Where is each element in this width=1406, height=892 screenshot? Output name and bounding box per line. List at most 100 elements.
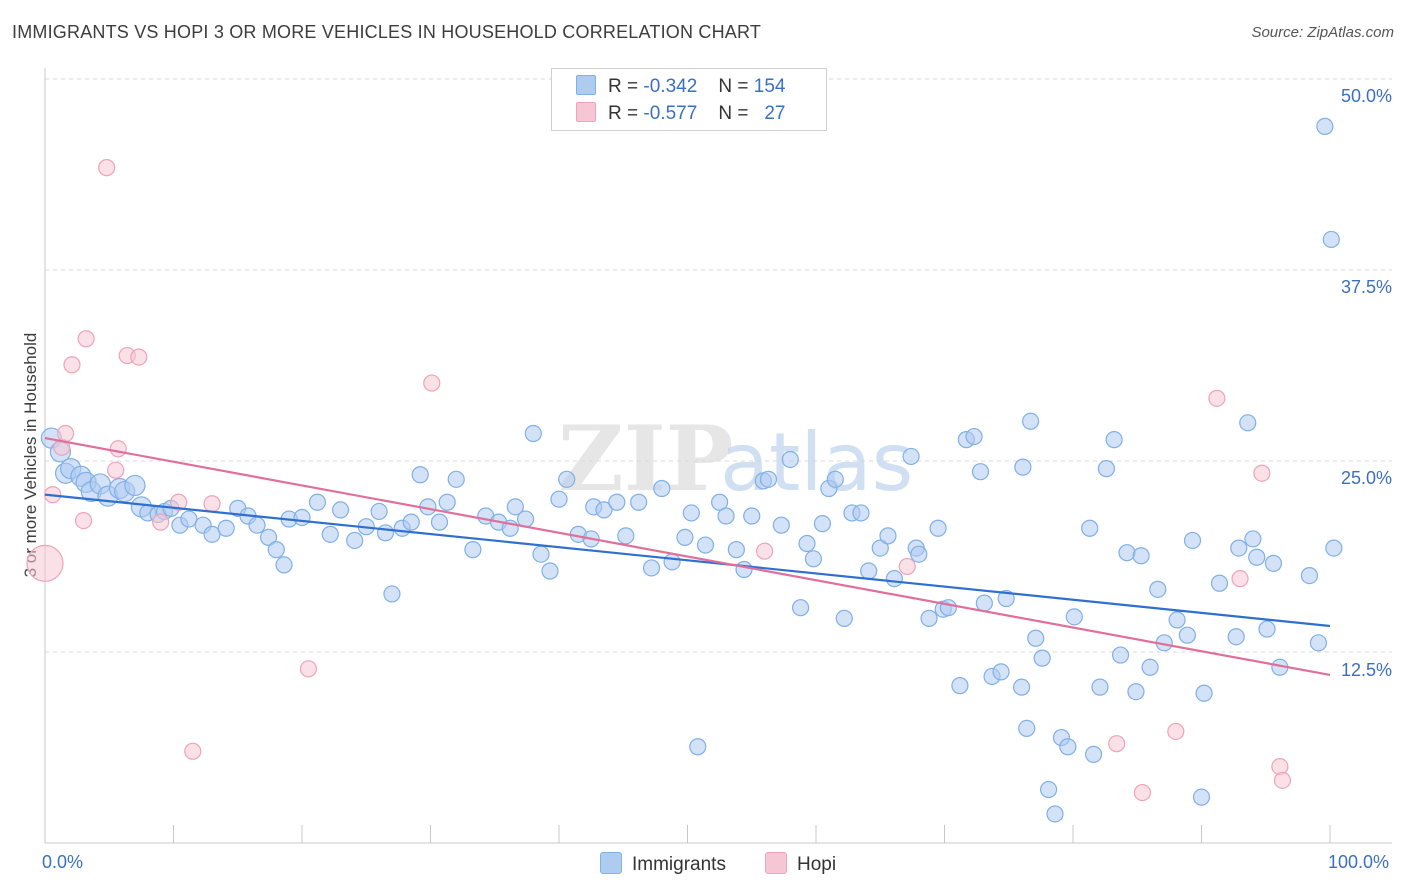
immigrants-point [860,562,878,580]
y-tick-label-12-5: 12.5% [1340,660,1392,680]
r-value-immigrants: -0.342 [643,76,698,97]
immigrants-point [1264,554,1283,572]
immigrants-point [852,504,870,522]
hopi-point [152,513,170,531]
n-value-hopi: 27 [764,103,786,124]
immigrants-point [813,515,832,533]
immigrants-point [308,493,327,511]
immigrants-point [676,528,694,547]
hopi-point [1133,783,1151,802]
hopi-point [423,374,441,392]
immigrants-point [920,609,938,627]
immigrants-point [1012,678,1031,696]
x-tick-label-0: 0.0% [42,852,84,872]
immigrants-point [430,513,449,531]
hopi-point [26,544,64,582]
hopi-point [109,440,127,458]
hopi-point [170,493,188,511]
immigrants-point [259,528,278,547]
immigrants-point [370,502,388,521]
immigrants-point [1316,117,1334,135]
chart-title: IMMIGRANTS VS HOPI 3 OR MORE VEHICLES IN… [12,22,762,42]
immigrants-point [1192,788,1211,806]
immigrants-point [1141,658,1159,676]
immigrants-point [1325,539,1343,557]
n-label: N = [718,103,749,124]
legend-row-hopi: R = -0.577 N = 27 [576,102,785,126]
immigrants-point [1322,230,1340,249]
legend-label-immigrants: Immigrants [632,854,726,875]
immigrants-legend-swatch [600,852,622,874]
y-tick-label-37-5: 37.5% [1340,277,1392,297]
hopi-point [1167,722,1185,741]
immigrants-point [1178,626,1196,644]
hopi-trend-line [44,436,1331,677]
immigrants-point [871,539,889,557]
immigrants-point [1097,460,1116,478]
immigrants-point [711,493,729,511]
r-label: R = [608,76,639,97]
immigrants-point [1244,530,1262,548]
r-label: R = [608,103,639,124]
immigrants-point [971,463,990,481]
immigrants-point [267,541,285,559]
immigrants-point [663,553,681,571]
immigrants-point [1084,745,1103,763]
source-label: Source: ZipAtlas.com [1251,24,1394,41]
immigrants-point [1039,780,1058,799]
immigrants-point [1033,649,1051,667]
immigrants-point [879,527,897,545]
legend-item-hopi[interactable]: Hopi [765,852,836,876]
immigrants-point [992,663,1010,681]
immigrants-point [1309,634,1328,652]
immigrants-point [346,531,364,550]
legend-item-immigrants[interactable]: Immigrants [600,852,726,876]
immigrants-point [248,516,266,534]
immigrants-point [1111,646,1130,664]
watermark-zip: ZIP [558,406,733,512]
series-legend: Immigrants Hopi [0,852,1406,878]
immigrants-point [1149,580,1167,598]
immigrants-point [759,470,778,488]
immigrants-point [689,738,707,756]
immigrants-point [1014,458,1032,476]
immigrants-point [1239,414,1257,432]
legend-row-immigrants: R = -0.342 N = 154 [576,75,785,99]
hopi-point [98,159,116,177]
immigrants-point [804,550,823,568]
immigrants-point [402,513,420,531]
immigrants-point [1227,628,1245,646]
immigrants-point [180,510,198,528]
immigrants-point [541,562,559,580]
hopi-point [203,495,221,513]
immigrants-point [1183,531,1202,550]
immigrants-point [376,524,395,542]
hopi-point [77,330,95,348]
immigrants-point [1168,611,1186,629]
correlation-legend: R = -0.342 N = 154 R = -0.577 N = 27 [551,68,827,131]
hopi-point [1231,570,1249,588]
immigrants-point [642,559,661,577]
hopi-point [74,511,93,530]
immigrants-point [1230,539,1248,557]
immigrants-point [951,677,969,695]
immigrants-point [1046,805,1064,823]
immigrants-point [383,585,401,603]
immigrants-point [826,470,844,488]
immigrants-point [1127,683,1145,701]
immigrants-point [835,609,853,627]
immigrants-point [203,525,221,543]
immigrants-point [743,507,761,525]
hopi-point [130,348,148,366]
immigrants-point [438,493,456,511]
immigrants-point [781,450,799,469]
hopi-point [56,424,75,443]
hopi-point [184,742,202,760]
immigrants-point [939,599,957,617]
immigrants-point [1300,566,1319,585]
immigrants-point [929,519,947,537]
r-value-hopi: -0.577 [643,103,698,124]
immigrants-point [1059,738,1077,756]
immigrants-swatch [576,75,596,95]
